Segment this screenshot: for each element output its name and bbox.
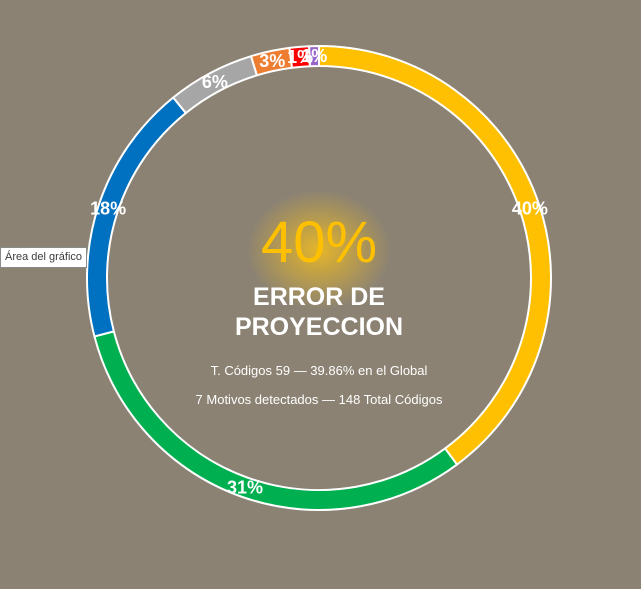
center-title: ERROR DE PROYECCION	[159, 282, 479, 342]
center-detail-reasons: 7 Motivos detectados — 148 Total Códigos	[195, 392, 443, 407]
slice-label-3: 18%	[90, 198, 126, 218]
slice-label-6: 1%	[287, 47, 313, 67]
center-glow	[247, 190, 391, 310]
slice-label-1: 40%	[512, 198, 548, 218]
slice-label-5: 3%	[259, 51, 285, 71]
donut-slices	[86, 45, 552, 511]
slice-label-7: 1%	[301, 46, 327, 66]
center-percent: 40%	[260, 210, 378, 275]
center-detail-codes: T. Códigos 59 — 39.86% en el Global	[210, 363, 428, 378]
center-summary: 40% ERROR DE PROYECCION T. Códigos 59 — …	[159, 208, 479, 408]
slice-label-2: 31%	[227, 477, 263, 497]
donut-labels: 40%31%18%6%3% 1%1%	[90, 46, 548, 497]
slice-label-4: 6%	[202, 72, 228, 92]
center-title-line-1: ERROR DE	[253, 283, 385, 311]
chart-area-tooltip: Área del gráfico	[0, 247, 88, 268]
donut-slice-7[interactable]	[308, 45, 320, 68]
center-title-line-2: PROYECCION	[234, 313, 404, 341]
